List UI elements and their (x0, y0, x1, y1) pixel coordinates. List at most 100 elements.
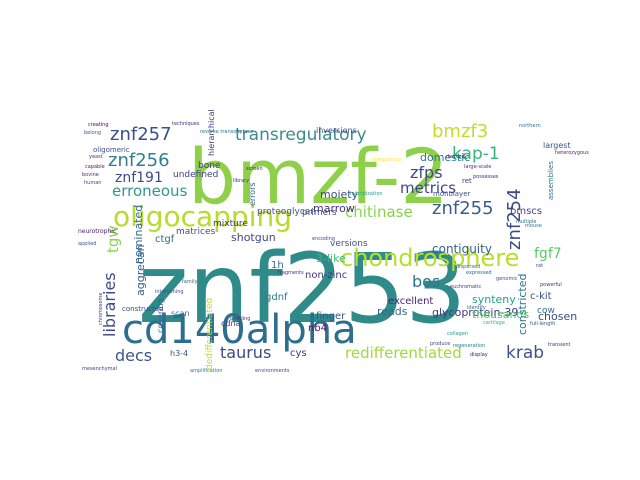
word-mesenchymal: mesenchymal (82, 366, 117, 372)
word-expressed: expressed (466, 270, 492, 276)
word-decs: decs (115, 346, 152, 365)
word-screen: screen (246, 166, 263, 172)
word-creating: creating (88, 122, 109, 128)
word-mixture: mixture (213, 219, 248, 229)
word-chosen: chosen (538, 310, 577, 323)
word-versions: versions (330, 239, 368, 249)
word-primers: primers (302, 208, 337, 218)
word-heterozygous: heterozygous (555, 150, 589, 156)
word-finger: finger (316, 311, 346, 322)
word-excellent: excellent (388, 296, 433, 307)
word-transregulatory: transregulatory (235, 125, 367, 145)
word-znf256: znf256 (108, 150, 170, 171)
word-redifferentiated: redifferentiated (345, 344, 462, 362)
word-fgf7: fgf7 (534, 246, 562, 262)
word-nominated: nominated (132, 205, 145, 264)
word-bmzf3: bmzf3 (432, 121, 488, 142)
word-hierarchical: hierarchical (207, 109, 216, 156)
word-family: family (182, 279, 197, 285)
word-matrices: matrices (176, 227, 215, 237)
word-reverse-transcriptase: reverse transcriptase (200, 129, 253, 135)
word-oligomeric: oligomeric (93, 146, 130, 154)
word-covering: covering (156, 298, 165, 333)
word-cartilage: cartilage (483, 320, 505, 326)
word-dedifferentiated: dedifferentiated (205, 298, 215, 370)
word-belong: belong (84, 130, 101, 136)
word-large-scale: large-scale (464, 164, 491, 170)
word-mouse: mouse (525, 223, 542, 229)
word-environments: environments (255, 368, 290, 374)
word-h3-4: h3-4 (170, 349, 188, 358)
word-hybridization: hybridization (350, 191, 383, 197)
word-library: library (233, 178, 249, 184)
word-bmzf-2: bmzf-2 (188, 132, 449, 221)
word-chromosome: chromosome (98, 293, 104, 325)
word-cow: cow (537, 306, 555, 316)
word-gdnf: gdnf (265, 292, 288, 303)
word-rat: rat (536, 263, 543, 269)
word-bone: bone (198, 161, 221, 171)
word-c-kit: c-kit (530, 291, 552, 302)
word-cd140alpha: cd140alpha (122, 307, 357, 353)
word-inversions: inversions (316, 126, 357, 135)
word-errors: errors (248, 182, 257, 206)
word-tgw: tgw (104, 225, 122, 253)
word-powerful: powerful (540, 282, 562, 288)
word-bos: bos (412, 272, 440, 291)
word-genomic: genomic (496, 276, 518, 282)
word-encoding: encoding (312, 236, 335, 242)
word-techniques: techniques (172, 121, 200, 127)
word-domestic: domestic (420, 151, 470, 164)
word-fragments: fragments (278, 270, 304, 276)
word-constricted: constricted (516, 274, 529, 335)
word-derived: derived (446, 154, 465, 160)
word-bovine: bovine (82, 172, 99, 178)
word-chitinase: chitinase (345, 203, 413, 221)
word-undefined: undefined (173, 170, 218, 180)
word-znf253: znf253 (138, 233, 466, 345)
word-aggrecan: aggrecan (134, 244, 147, 296)
word-regeneration: regeneration (453, 343, 485, 349)
word-libraries: libraries (100, 272, 119, 337)
word-produce: produce (430, 341, 450, 347)
word-scan: scan (171, 309, 190, 318)
word-proteoglycan: proteoglycan (257, 207, 316, 217)
word-dispersed: dispersed (456, 264, 480, 270)
word-full-length: full-length (530, 321, 555, 327)
word-northern: northern (519, 123, 541, 129)
word-non-zinc: non-zinc (305, 270, 347, 281)
word-marrow: marrow (313, 202, 355, 215)
word-collagen: collagen (447, 331, 468, 337)
word-transient: transient (548, 342, 570, 348)
word-3-like: 3-like (316, 252, 346, 265)
word-cdna: cdna (221, 319, 241, 328)
word-krab: krab (506, 343, 544, 363)
word-intervening: intervening (155, 289, 184, 295)
word-ctgf: ctgf (155, 234, 175, 245)
word-possesses: possesses (473, 174, 499, 180)
word-znf255: znf255 (432, 198, 494, 219)
word-nb4: nb4 (308, 323, 327, 334)
word-multiple: multiple (516, 219, 536, 225)
word-cys: cys (290, 348, 307, 359)
word-reads: reads (377, 305, 408, 318)
word-glycoprotein-39: glycoprotein-39 (432, 306, 518, 319)
word-1h: 1h (271, 260, 284, 271)
word-yeast: yeast (89, 154, 103, 160)
word-amplification: amplification (190, 368, 222, 374)
word-thousands: thousands (472, 308, 529, 321)
word-identify: identify (467, 305, 486, 311)
word-euchromatic: euchromatic (450, 284, 481, 290)
word-bmscs: bmscs (510, 206, 542, 217)
word-erroneous: erroneous (112, 182, 188, 200)
word-znf257: znf257 (110, 124, 172, 145)
word-capable: capable (85, 164, 105, 170)
word-profiling: profiling (230, 316, 250, 322)
word-comparison: comparison (372, 157, 401, 163)
word-applied: applied (78, 241, 96, 247)
word-zfps: zfps (410, 163, 443, 182)
word-monolayer: monolayer (433, 190, 471, 198)
word-synteny: synteny (472, 293, 516, 306)
word-kap-1: kap-1 (452, 144, 500, 164)
